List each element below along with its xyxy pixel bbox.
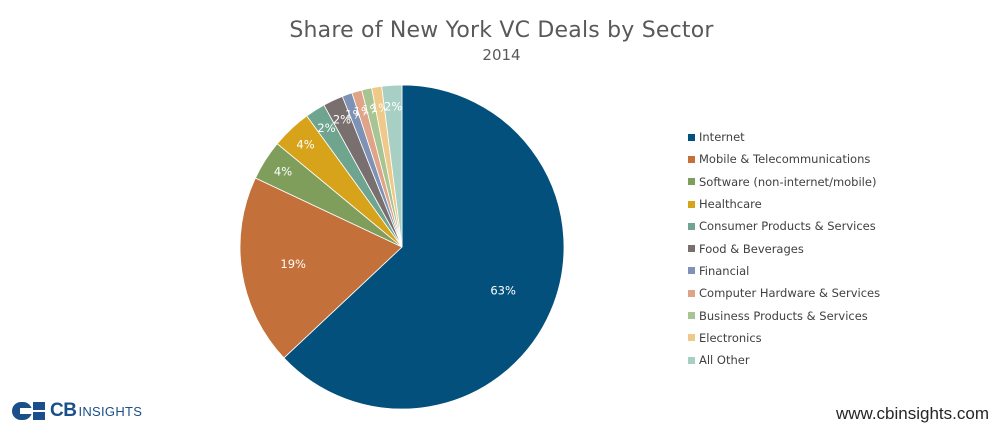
legend-label: Business Products & Services bbox=[699, 308, 868, 323]
legend-item-8: Computer Hardware & Services bbox=[688, 282, 880, 304]
legend-label: Electronics bbox=[699, 330, 762, 345]
legend-swatch bbox=[688, 245, 695, 253]
legend-label: Healthcare bbox=[699, 197, 762, 212]
legend-item-3: Software (non-internet/mobile) bbox=[688, 171, 880, 193]
slice-label-1: 63% bbox=[490, 284, 516, 298]
slice-label-6: 2% bbox=[333, 112, 351, 126]
chart-subtitle: 2014 bbox=[482, 46, 521, 64]
source-url: www.cbinsights.com bbox=[835, 404, 989, 423]
pie-slice-all-other bbox=[381, 84, 403, 248]
chart-legend: Internet Mobile & Telecommunications Softw… bbox=[688, 126, 880, 371]
legend-label: Consumer Products & Services bbox=[699, 219, 876, 234]
legend-label: Food & Beverages bbox=[699, 241, 804, 256]
legend-item-11: All Other bbox=[688, 349, 880, 371]
legend-label: All Other bbox=[699, 353, 750, 368]
legend-swatch bbox=[688, 289, 695, 297]
legend-swatch bbox=[688, 133, 695, 141]
legend-item-9: Business Products & Services bbox=[688, 304, 880, 326]
legend-item-5: Consumer Products & Services bbox=[688, 215, 880, 237]
legend-item-10: Electronics bbox=[688, 327, 880, 349]
legend-label: Financial bbox=[699, 263, 750, 278]
legend-label: Internet bbox=[699, 130, 745, 145]
legend-label: Software (non-internet/mobile) bbox=[699, 174, 877, 189]
slice-label-3: 4% bbox=[274, 164, 292, 178]
logo-insights-text: INSIGHTS bbox=[78, 403, 143, 419]
legend-swatch bbox=[688, 178, 695, 186]
legend-swatch bbox=[688, 267, 695, 275]
slice-label-5: 2% bbox=[317, 121, 335, 135]
slice-label-11: 2% bbox=[384, 99, 402, 113]
pie-slice-internet bbox=[283, 84, 565, 410]
legend-item-1: Internet bbox=[688, 126, 880, 148]
slice-label-2: 19% bbox=[280, 257, 306, 271]
logo-cb-text: CB bbox=[50, 400, 77, 421]
legend-item-4: Healthcare bbox=[688, 193, 880, 215]
legend-item-6: Food & Beverages bbox=[688, 237, 880, 259]
legend-swatch bbox=[688, 312, 695, 320]
slice-label-4: 4% bbox=[296, 137, 314, 151]
cb-logo-icon bbox=[12, 402, 45, 420]
legend-label: Computer Hardware & Services bbox=[699, 286, 881, 301]
legend-swatch bbox=[688, 356, 695, 364]
legend-swatch bbox=[688, 200, 695, 208]
cb-insights-logo: CB INSIGHTS bbox=[12, 399, 142, 423]
legend-swatch bbox=[688, 155, 695, 163]
legend-label: Mobile & Telecommunications bbox=[699, 152, 871, 167]
pie-slice-mobile-telecommunications bbox=[239, 177, 403, 359]
legend-swatch bbox=[688, 334, 695, 342]
chart-title: Share of New York VC Deals by Sector bbox=[289, 18, 714, 43]
legend-item-7: Financial bbox=[688, 260, 880, 282]
legend-swatch bbox=[688, 222, 695, 230]
legend-item-2: Mobile & Telecommunications bbox=[688, 148, 880, 170]
